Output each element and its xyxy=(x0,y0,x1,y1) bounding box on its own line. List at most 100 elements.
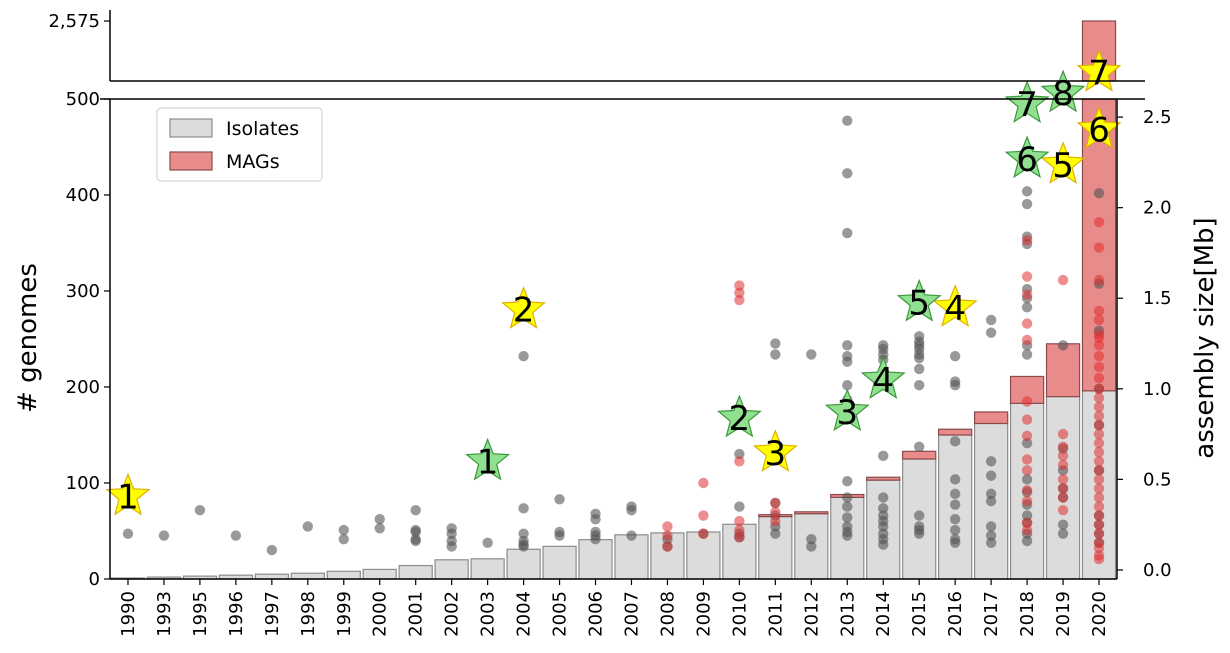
scatter-point-isolate xyxy=(1021,198,1033,210)
scatter-point-mag xyxy=(1093,216,1105,228)
axes: 0 100 200 300 400 500 0.0 0.5 1.0 1.5 2.0 2.5 1990 19… xyxy=(66,10,1172,637)
x-tick-label: 2001 xyxy=(406,591,427,637)
scatter-point-isolate xyxy=(1021,510,1033,521)
y2-tick-label: 2.5 xyxy=(1143,107,1172,128)
bar-isolates xyxy=(470,558,505,580)
scatter-point-mag xyxy=(1093,401,1105,413)
star-marker-yellow xyxy=(932,284,978,327)
legend: Isolates MAGs xyxy=(156,107,323,182)
scatter-point-isolate xyxy=(734,501,745,512)
scatter-point-isolate xyxy=(734,448,745,460)
scatter-point-mag xyxy=(1093,242,1105,253)
y2-tick-label: 2.0 xyxy=(1143,198,1172,219)
bar-mags xyxy=(973,411,1009,425)
scatter-point-isolate xyxy=(590,533,601,545)
scatter-point-isolate xyxy=(913,363,925,375)
star-label: 3 xyxy=(765,434,787,474)
star-label: 5 xyxy=(908,284,930,324)
scatter-point-isolate xyxy=(949,499,961,510)
scatter-point-mag xyxy=(1021,289,1033,300)
scatter-point-mag xyxy=(698,528,709,539)
scatter-point-mag xyxy=(662,521,673,532)
scatter-point-isolate xyxy=(985,456,997,467)
scatter-point-mag xyxy=(698,477,709,489)
scatter-point-isolate xyxy=(985,537,997,548)
x-tick-label: 2000 xyxy=(370,591,391,637)
legend-label-mags: MAGs xyxy=(226,151,280,173)
scatter-point-isolate xyxy=(1021,474,1033,485)
scatter-point-mag xyxy=(1021,465,1033,476)
x-tick-label: 2018 xyxy=(1017,591,1038,637)
bar-isolates xyxy=(578,539,613,580)
scatter-point-mag xyxy=(734,515,745,527)
scatter-point-isolate xyxy=(949,488,961,500)
scatter-point-isolate xyxy=(446,528,457,539)
scatter-point-mag xyxy=(1093,528,1105,539)
star-label: 4 xyxy=(872,361,894,401)
legend-swatch-mags xyxy=(169,151,213,171)
scatter-point-isolate xyxy=(878,521,889,532)
x-tick-label: 1993 xyxy=(154,591,175,637)
scatter-point-isolate xyxy=(842,168,853,179)
bar-isolates xyxy=(326,570,361,580)
scatter-point-isolate xyxy=(949,514,961,525)
x-tick-label: 1995 xyxy=(190,591,211,637)
y2-axis-label: assembly size[Mb] xyxy=(1190,217,1220,458)
y2-tick-label: 1.0 xyxy=(1143,379,1172,400)
star-label: 1 xyxy=(477,442,499,482)
bar-isolates xyxy=(614,534,649,580)
y-tick-label: 0 xyxy=(89,569,100,590)
scatter-point-isolate xyxy=(1021,437,1033,449)
scatter-point-isolate xyxy=(1057,340,1069,351)
scatter-point-isolate xyxy=(338,524,349,536)
bar-isolates xyxy=(434,559,469,580)
scatter-point-mag xyxy=(1021,454,1033,465)
scatter-point-mag xyxy=(1021,430,1033,442)
scatter-point-isolate xyxy=(842,356,853,367)
x-tick-label: 1996 xyxy=(226,591,247,637)
x-tick-label: 1999 xyxy=(334,591,355,637)
scatter-point-isolate xyxy=(842,115,853,126)
bar-isolates xyxy=(362,568,397,580)
scatter-point-mag xyxy=(1021,396,1033,407)
scatter-point-isolate xyxy=(949,537,961,548)
scatter-point-isolate xyxy=(230,530,242,541)
scatter-point-mag xyxy=(1093,510,1105,521)
scatter-point-mag xyxy=(1057,483,1069,494)
scatter-point-mag xyxy=(1093,543,1105,554)
scatter-point-mag xyxy=(1093,501,1105,512)
scatter-point-mag xyxy=(1093,274,1105,286)
scatter-point-isolate xyxy=(842,227,853,239)
x-tick-label: 2002 xyxy=(442,591,463,637)
scatter-point-mag xyxy=(1093,392,1105,404)
scatter-point-mag xyxy=(662,541,673,552)
scatter-point-mag xyxy=(1093,437,1105,449)
bar-mags xyxy=(866,476,901,481)
scatter-point-isolate xyxy=(949,436,961,447)
star-label: 7 xyxy=(1088,54,1110,94)
scatter-point-mag xyxy=(1093,332,1105,344)
scatter-point-mag xyxy=(1093,465,1105,476)
bar-mags xyxy=(1045,343,1081,398)
scatter-point-mag xyxy=(1021,517,1033,529)
scatter-point-isolate xyxy=(518,541,529,552)
scatter-point-isolate xyxy=(985,488,997,500)
scatter-point-mag xyxy=(1093,351,1105,362)
scatter-point-mag xyxy=(734,532,745,543)
scatter-point-isolate xyxy=(985,470,997,481)
scatter-point-isolate xyxy=(410,504,421,516)
legend-label-isolates: Isolates xyxy=(226,118,299,140)
x-tick-label: 2006 xyxy=(586,591,607,637)
scatter-point-isolate xyxy=(842,492,853,503)
scatter-point-isolate xyxy=(626,530,637,541)
star-label: 4 xyxy=(944,289,966,329)
scatter-point-isolate xyxy=(878,539,889,550)
star-marker-green xyxy=(1004,80,1050,123)
scatter-point-isolate xyxy=(806,533,817,545)
scatter-point-isolate xyxy=(770,338,781,349)
scatter-point-mag xyxy=(1093,428,1105,440)
scatter-point-isolate xyxy=(590,514,601,525)
scatter-point-mag xyxy=(1057,504,1069,516)
scatter-point-mag xyxy=(1093,410,1105,422)
